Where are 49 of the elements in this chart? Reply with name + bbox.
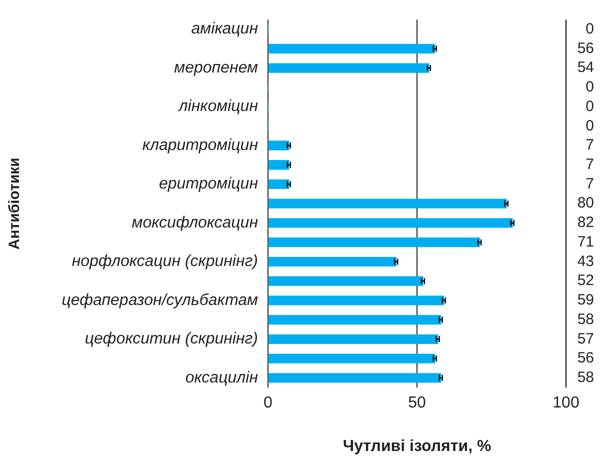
data-label: 0 xyxy=(586,117,594,134)
y-tick-label: оксацилін xyxy=(185,369,258,386)
bar xyxy=(268,44,436,54)
data-label: 7 xyxy=(586,136,594,154)
bar xyxy=(268,179,290,190)
x-tick-label: 0 xyxy=(264,394,273,412)
data-label: 7 xyxy=(586,175,594,192)
bar xyxy=(268,238,480,248)
bar xyxy=(268,314,442,325)
y-tick-label: норфлоксацин (скринінг) xyxy=(72,253,258,270)
y-tick-label: еритроміцин xyxy=(158,176,258,193)
bar xyxy=(268,218,513,228)
data-label: 56 xyxy=(577,350,594,367)
bar xyxy=(268,160,290,170)
data-label: 56 xyxy=(577,40,594,57)
data-label: 7 xyxy=(586,156,594,174)
y-axis-title: Антибіотики xyxy=(6,158,24,250)
data-label: 80 xyxy=(577,194,594,212)
y-tick-label: цефокситин (скринінг) xyxy=(84,330,258,348)
bar xyxy=(268,198,507,208)
data-label: 0 xyxy=(586,20,594,38)
bar xyxy=(268,296,444,306)
bar xyxy=(268,140,290,150)
data-label: 0 xyxy=(586,98,594,115)
y-tick-label: моксифлоксацин xyxy=(132,214,258,232)
bar xyxy=(268,373,442,383)
data-label: 58 xyxy=(577,369,594,386)
data-label: 71 xyxy=(577,233,594,250)
y-tick-label: кларитроміцин xyxy=(142,136,258,154)
bar xyxy=(268,334,438,344)
data-label: 43 xyxy=(577,252,594,270)
x-tick-label: 100 xyxy=(552,394,580,412)
bar xyxy=(268,256,396,267)
bar xyxy=(268,63,430,73)
data-label: 0 xyxy=(586,78,594,96)
data-label: 57 xyxy=(577,330,594,348)
data-label: 82 xyxy=(577,214,594,232)
data-label: 59 xyxy=(577,292,594,309)
x-tick-label: 50 xyxy=(408,394,426,412)
bar xyxy=(268,354,436,364)
y-tick-label: меропенем xyxy=(174,59,258,76)
bar xyxy=(268,276,424,286)
y-tick-label: лінкоміцин xyxy=(178,98,258,116)
y-tick-label: цефаперазон/сульбактам xyxy=(62,292,258,309)
data-label: 52 xyxy=(577,272,594,290)
data-label: 54 xyxy=(577,59,594,76)
data-label: 58 xyxy=(577,310,594,328)
x-axis-title: Чутливі ізоляти, % xyxy=(342,438,492,455)
y-tick-label: амікацин xyxy=(191,20,258,38)
